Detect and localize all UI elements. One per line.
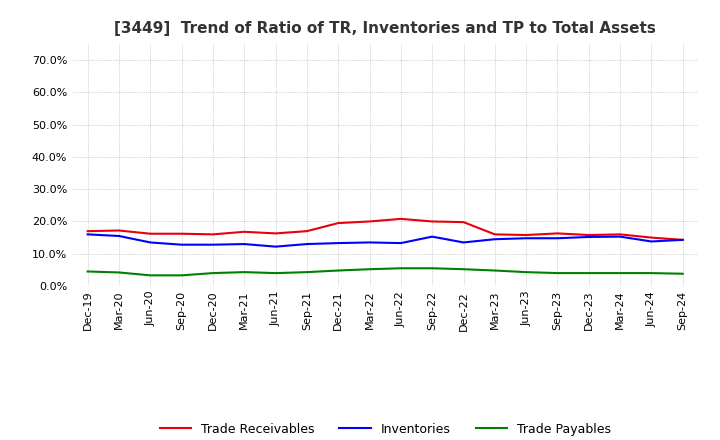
Trade Payables: [397, 266, 405, 271]
Line: Trade Payables: Trade Payables: [88, 268, 683, 275]
Trade Payables: [240, 269, 248, 275]
Inventories: [334, 240, 343, 246]
Trade Receivables: [522, 232, 531, 238]
Trade Payables: [271, 271, 280, 276]
Trade Receivables: [302, 228, 311, 234]
Inventories: [302, 242, 311, 247]
Trade Receivables: [397, 216, 405, 221]
Inventories: [585, 235, 593, 240]
Inventories: [209, 242, 217, 247]
Trade Receivables: [647, 235, 656, 240]
Inventories: [271, 244, 280, 249]
Inventories: [616, 234, 624, 239]
Trade Receivables: [240, 229, 248, 235]
Trade Payables: [553, 271, 562, 276]
Title: [3449]  Trend of Ratio of TR, Inventories and TP to Total Assets: [3449] Trend of Ratio of TR, Inventories…: [114, 21, 656, 36]
Trade Receivables: [490, 232, 499, 237]
Trade Payables: [302, 269, 311, 275]
Trade Payables: [177, 273, 186, 278]
Trade Payables: [522, 269, 531, 275]
Trade Payables: [209, 271, 217, 276]
Inventories: [459, 240, 468, 245]
Trade Payables: [84, 269, 92, 274]
Trade Payables: [459, 267, 468, 272]
Trade Receivables: [146, 231, 155, 236]
Line: Inventories: Inventories: [88, 235, 683, 247]
Trade Receivables: [616, 232, 624, 237]
Inventories: [177, 242, 186, 247]
Trade Payables: [365, 267, 374, 272]
Inventories: [522, 235, 531, 241]
Trade Receivables: [459, 220, 468, 225]
Trade Receivables: [114, 228, 123, 233]
Trade Receivables: [84, 228, 92, 234]
Trade Receivables: [334, 220, 343, 226]
Inventories: [490, 237, 499, 242]
Trade Receivables: [585, 232, 593, 238]
Inventories: [553, 235, 562, 241]
Trade Payables: [616, 271, 624, 276]
Inventories: [678, 237, 687, 242]
Inventories: [365, 240, 374, 245]
Trade Payables: [585, 271, 593, 276]
Trade Payables: [428, 266, 436, 271]
Trade Receivables: [553, 231, 562, 236]
Inventories: [240, 242, 248, 247]
Trade Payables: [334, 268, 343, 273]
Trade Receivables: [678, 237, 687, 242]
Legend: Trade Receivables, Inventories, Trade Payables: Trade Receivables, Inventories, Trade Pa…: [155, 418, 616, 440]
Trade Receivables: [209, 232, 217, 237]
Inventories: [146, 240, 155, 245]
Trade Payables: [647, 271, 656, 276]
Inventories: [647, 239, 656, 244]
Trade Receivables: [428, 219, 436, 224]
Inventories: [428, 234, 436, 239]
Inventories: [114, 233, 123, 238]
Inventories: [397, 240, 405, 246]
Trade Payables: [146, 273, 155, 278]
Inventories: [84, 232, 92, 237]
Trade Receivables: [177, 231, 186, 236]
Trade Payables: [490, 268, 499, 273]
Line: Trade Receivables: Trade Receivables: [88, 219, 683, 240]
Trade Payables: [114, 270, 123, 275]
Trade Receivables: [365, 219, 374, 224]
Trade Payables: [678, 271, 687, 276]
Trade Receivables: [271, 231, 280, 236]
